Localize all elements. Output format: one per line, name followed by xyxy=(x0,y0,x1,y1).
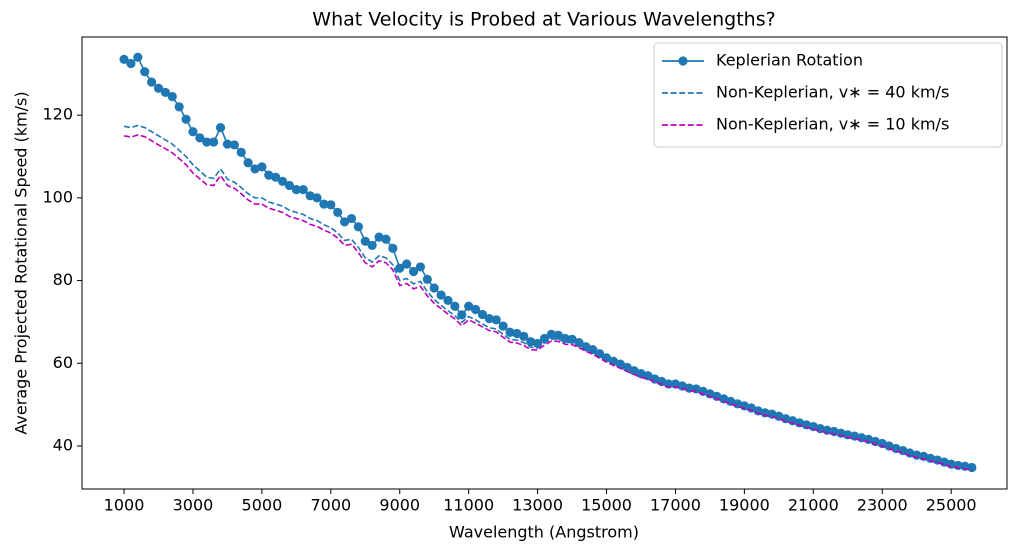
x-tick-label: 7000 xyxy=(310,496,351,515)
point xyxy=(498,321,508,331)
point xyxy=(326,200,336,210)
point xyxy=(519,331,529,342)
point xyxy=(147,77,157,87)
point xyxy=(381,234,391,244)
legend-label: Non-Keplerian, v∗ = 40 km/s xyxy=(716,83,949,102)
point xyxy=(388,243,398,253)
point xyxy=(257,162,267,172)
point xyxy=(291,184,301,195)
point xyxy=(119,54,129,64)
point xyxy=(360,236,370,246)
point xyxy=(181,114,191,124)
y-tick-label: 80 xyxy=(53,270,73,289)
point xyxy=(629,366,639,376)
point xyxy=(408,266,419,277)
point xyxy=(402,259,412,269)
point xyxy=(222,139,233,149)
legend-marker xyxy=(678,56,688,66)
plot-frame xyxy=(81,36,1008,490)
point xyxy=(126,58,136,69)
chart-title: What Velocity is Probed at Various Wavel… xyxy=(312,9,775,31)
point xyxy=(346,213,357,224)
y-axis-label: Average Projected Rotational Speed (km/s… xyxy=(12,91,31,434)
point xyxy=(195,133,205,143)
point xyxy=(333,207,343,217)
x-axis-label: Wavelength (Angstrom) xyxy=(449,523,639,542)
point xyxy=(229,140,239,150)
point xyxy=(133,52,143,62)
point xyxy=(484,314,494,324)
x-tick-label: 23000 xyxy=(857,496,908,515)
point xyxy=(271,172,281,182)
legend-label: Keplerian Rotation xyxy=(716,51,863,70)
series-line xyxy=(123,134,972,471)
point xyxy=(477,309,488,320)
point xyxy=(622,362,632,373)
series-line xyxy=(123,124,972,470)
x-tick-label: 5000 xyxy=(242,496,283,515)
x-tick-label: 17000 xyxy=(650,496,701,515)
point xyxy=(319,199,329,209)
point xyxy=(967,462,977,473)
point xyxy=(567,334,577,344)
x-tick-label: 1000 xyxy=(104,496,145,515)
point xyxy=(457,310,467,320)
y-tick-label: 120 xyxy=(42,105,73,124)
point xyxy=(429,283,439,293)
point xyxy=(415,262,426,272)
point xyxy=(160,87,171,98)
y-tick-label: 100 xyxy=(42,187,73,206)
x-tick-label: 13000 xyxy=(512,496,563,515)
point xyxy=(512,328,522,339)
x-tick-label: 3000 xyxy=(173,496,214,515)
point xyxy=(140,67,150,77)
point xyxy=(450,301,460,311)
point xyxy=(367,240,377,251)
x-tick-label: 9000 xyxy=(379,496,420,515)
point xyxy=(353,222,363,232)
point xyxy=(188,127,198,137)
point xyxy=(436,290,446,300)
point xyxy=(236,147,246,157)
point xyxy=(215,122,226,133)
point xyxy=(277,176,288,186)
point xyxy=(553,330,563,340)
x-tick-label: 15000 xyxy=(581,496,632,515)
point xyxy=(153,83,164,93)
point xyxy=(464,301,474,311)
x-tick-label: 25000 xyxy=(926,496,977,515)
point xyxy=(174,102,184,112)
y-tick-label: 40 xyxy=(53,435,73,454)
legend-label: Non-Keplerian, v∗ = 10 km/s xyxy=(716,115,949,134)
point xyxy=(422,274,432,284)
point xyxy=(243,158,253,168)
point xyxy=(340,217,350,227)
point xyxy=(202,137,212,147)
point xyxy=(298,184,308,195)
x-tick-label: 21000 xyxy=(788,496,839,515)
point xyxy=(505,327,515,337)
point xyxy=(588,345,598,355)
point xyxy=(167,91,177,102)
y-tick-label: 60 xyxy=(53,353,73,372)
x-tick-label: 19000 xyxy=(719,496,770,515)
x-tick-label: 11000 xyxy=(443,496,494,515)
point xyxy=(209,137,219,147)
point xyxy=(491,315,501,325)
point xyxy=(526,337,536,347)
point xyxy=(470,304,481,315)
point xyxy=(443,295,453,306)
point xyxy=(395,263,405,273)
legend-box xyxy=(653,42,1003,148)
point xyxy=(312,193,322,203)
point xyxy=(546,329,556,339)
point xyxy=(284,180,295,191)
